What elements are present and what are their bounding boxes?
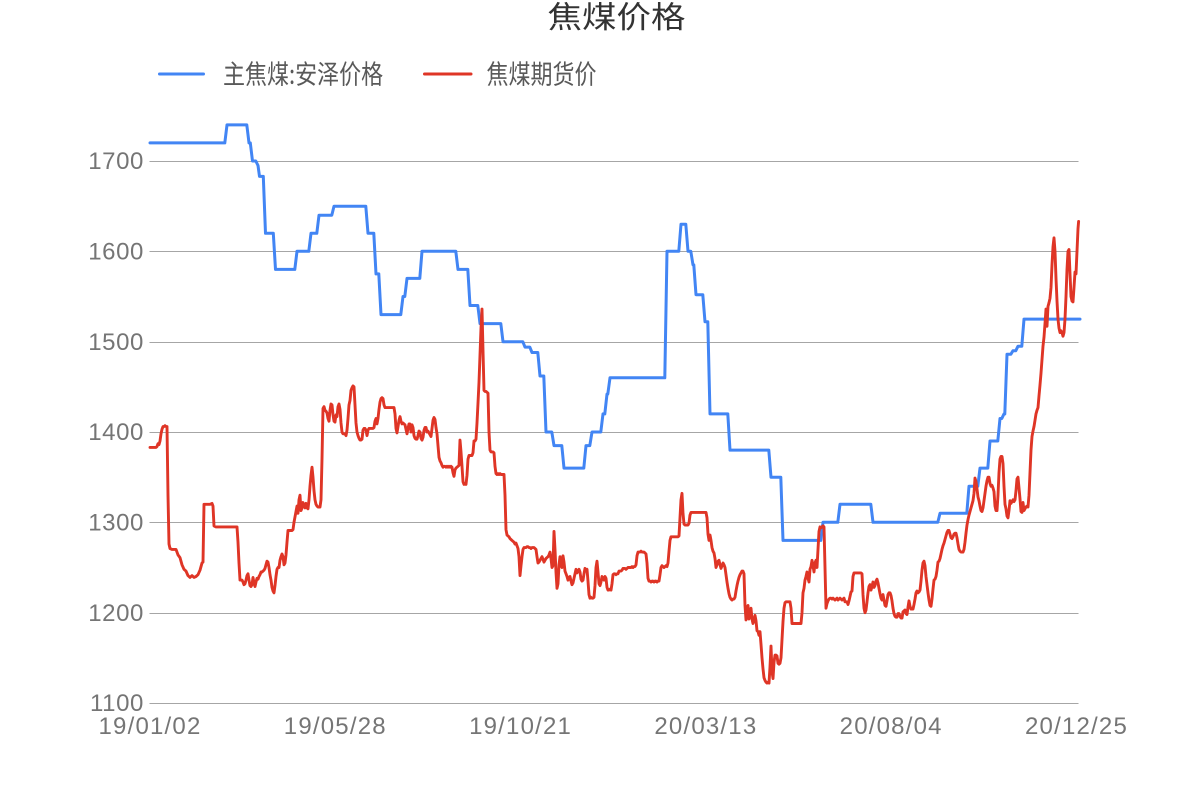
svg-text:20/12/25: 20/12/25 <box>1025 713 1128 740</box>
svg-text:1400: 1400 <box>88 419 144 446</box>
svg-text:19/01/02: 19/01/02 <box>98 713 201 740</box>
svg-text:1300: 1300 <box>88 510 144 537</box>
svg-text:1500: 1500 <box>88 329 144 356</box>
svg-text:1700: 1700 <box>88 148 144 175</box>
svg-text:1600: 1600 <box>88 239 144 266</box>
svg-text:20/08/04: 20/08/04 <box>840 713 943 740</box>
svg-text:1200: 1200 <box>88 600 144 627</box>
svg-text:19/05/28: 19/05/28 <box>284 713 387 740</box>
svg-text:20/03/13: 20/03/13 <box>654 713 757 740</box>
svg-text:1100: 1100 <box>90 690 144 717</box>
svg-text:19/10/21: 19/10/21 <box>469 713 572 740</box>
